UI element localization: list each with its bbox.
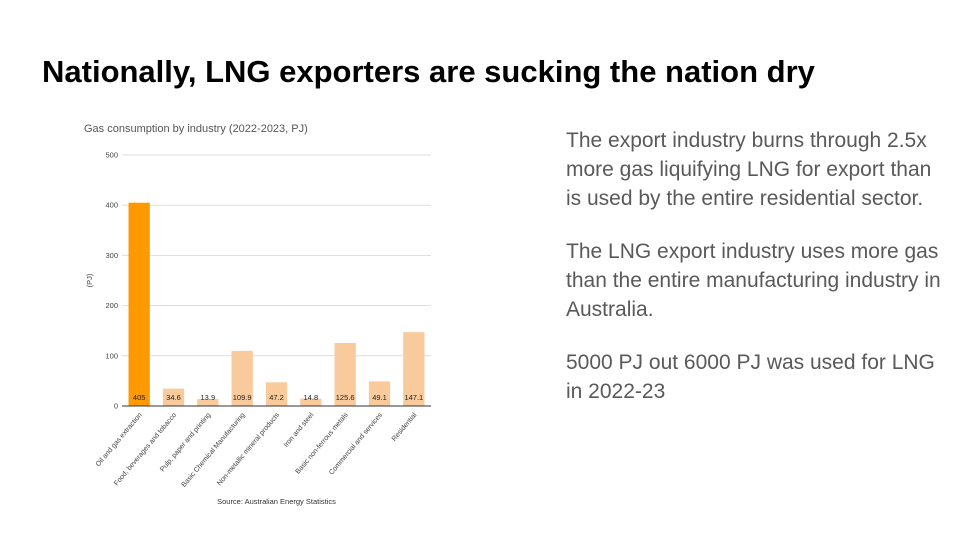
bar-chart-svg: Gas consumption by industry (2022-2023, … — [84, 123, 431, 506]
bar — [162, 388, 185, 406]
bar-value-label: 405 — [133, 393, 146, 402]
y-tick-label: 100 — [105, 351, 118, 360]
bar — [231, 350, 253, 406]
bar — [334, 342, 356, 406]
bar-value-label: 125.6 — [336, 393, 355, 402]
chart-title: Gas consumption by industry (2022-2023, … — [84, 123, 308, 135]
bar — [265, 382, 288, 406]
bar-value-label: 49.1 — [372, 393, 387, 402]
gas-consumption-chart: Gas consumption by industry (2022-2023, … — [76, 118, 448, 518]
bar — [368, 381, 391, 406]
y-axis-label: (PJ) — [85, 273, 94, 287]
slide-title: Nationally, LNG exporters are sucking th… — [42, 54, 815, 89]
bar — [197, 399, 219, 406]
bar-value-label: 34.6 — [166, 393, 181, 402]
x-tick-label: Food, beverages and tobacco — [113, 412, 178, 488]
bar-value-label: 13.9 — [201, 393, 216, 402]
x-tick-label: Basic Chemical Manufacturing — [181, 412, 247, 489]
y-tick-label: 0 — [114, 402, 118, 411]
bar — [300, 398, 322, 406]
chart-source-note: Source: Australian Energy Statistics — [217, 497, 336, 506]
commentary-paragraph-lng-share: 5000 PJ out 6000 PJ was used for LNG in … — [566, 351, 935, 403]
bar — [128, 202, 150, 406]
y-tick-label: 200 — [105, 301, 118, 310]
x-tick-label: Iron and steel — [283, 411, 316, 448]
x-tick-label: Residential — [391, 411, 419, 442]
y-tick-label: 400 — [105, 201, 118, 210]
x-tick-label: Non-metallic mineral products — [216, 411, 281, 487]
commentary-paragraph-residential: The export industry burns through 2.5x m… — [566, 129, 932, 210]
y-tick-label: 300 — [105, 251, 118, 260]
bar-value-label: 109.9 — [233, 393, 252, 402]
bar-value-label: 47.2 — [269, 393, 284, 402]
bar — [403, 332, 425, 406]
bar-value-label: 14.8 — [304, 393, 319, 402]
commentary-paragraph-manufacturing: The LNG export industry uses more gas th… — [566, 240, 941, 321]
bar-value-label: 147.1 — [404, 393, 423, 402]
commentary-text: The export industry burns through 2.5x m… — [566, 126, 946, 430]
y-tick-label: 500 — [105, 151, 118, 160]
